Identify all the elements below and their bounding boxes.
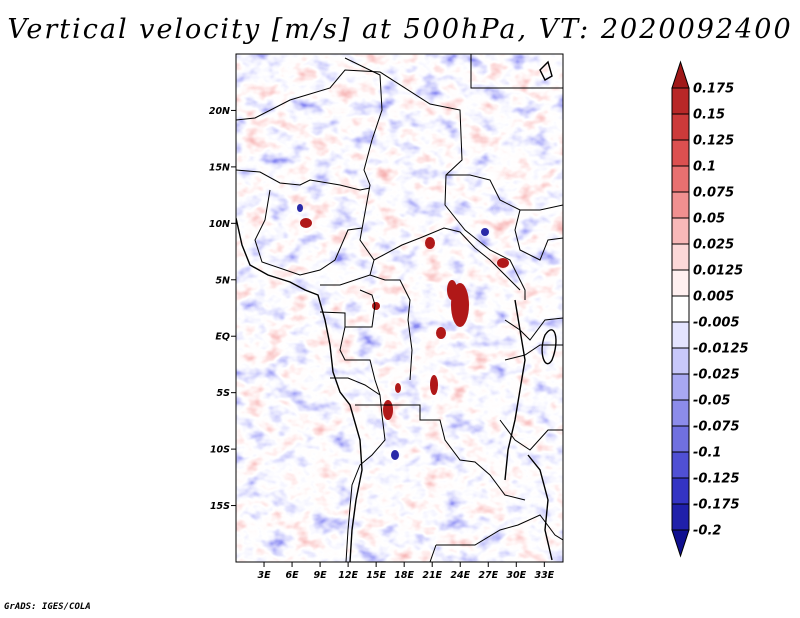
lon-tick-label: 24E <box>450 570 470 581</box>
colorbar-swatch <box>671 399 690 427</box>
colorbar-label: -0.05 <box>693 394 730 409</box>
lon-tick-label: 12E <box>338 570 358 581</box>
lat-tick-label: EQ <box>215 332 230 343</box>
colorbar-label: 0.125 <box>693 134 734 149</box>
lat-axis: 20N 15N 10N 5N EQ 5S 10S 15S <box>209 106 236 512</box>
colorbar-label: -0.005 <box>693 316 740 331</box>
lat-tick-label: 10N <box>209 219 230 230</box>
lon-axis: 3E 6E 9E 12E 15E 18E 21E 24E 27E 30E 33E <box>257 562 555 581</box>
lon-tick-label: 21E <box>422 570 442 581</box>
lon-tick-label: 18E <box>394 570 414 581</box>
colorbar-label: 0.1 <box>693 160 716 175</box>
colorbar-label: 0.005 <box>693 290 734 305</box>
lat-tick-label: 5N <box>215 275 230 286</box>
colorbar-swatch <box>671 477 690 505</box>
colorbar-swatch <box>671 60 690 89</box>
colorbar-swatch <box>671 217 690 245</box>
lat-tick-label: 15N <box>209 162 230 173</box>
grads-credit: GrADS: IGES/COLA <box>4 602 91 612</box>
lon-tick-label: 30E <box>506 570 526 581</box>
colorbar-label: 0.15 <box>693 108 725 123</box>
colorbar-swatch <box>671 269 690 297</box>
colorbar-swatch <box>671 191 690 219</box>
colorbar-label: -0.125 <box>693 472 740 487</box>
convective-cells <box>297 204 509 460</box>
lat-tick-label: 15S <box>210 501 230 512</box>
velocity-field <box>236 54 563 562</box>
colorbar-label: -0.175 <box>693 498 740 513</box>
colorbar-swatch <box>671 425 690 453</box>
colorbar-label: -0.025 <box>693 368 740 383</box>
lat-tick-label: 5S <box>217 388 231 399</box>
colorbar-swatch <box>671 295 690 323</box>
map-frame <box>235 53 564 563</box>
lon-tick-label: 6E <box>286 570 300 581</box>
colorbar-label: -0.075 <box>693 420 740 435</box>
lon-tick-label: 9E <box>314 570 328 581</box>
colorbar-swatch <box>671 87 690 115</box>
lat-tick-label: 20N <box>209 106 230 117</box>
colorbar-label: 0.175 <box>693 82 734 97</box>
map-title: Vertical velocity [m/s] at 500hPa, VT: 2… <box>7 14 793 45</box>
coastline <box>236 60 557 562</box>
colorbar-swatch <box>671 243 690 271</box>
colorbar-swatch <box>671 165 690 193</box>
colorbar-label: -0.2 <box>693 524 721 539</box>
colorbar-swatch <box>671 529 690 558</box>
lat-tick-label: 10S <box>210 445 230 456</box>
colorbar: 0.175 0.15 0.125 0.1 0.075 0.05 0.025 0.0125 0.0… <box>671 60 749 558</box>
lon-tick-label: 33E <box>534 570 554 581</box>
lon-tick-label: 15E <box>366 570 386 581</box>
colorbar-swatch <box>671 347 690 375</box>
colorbar-label: 0.05 <box>693 212 725 227</box>
colorbar-swatch <box>671 503 690 531</box>
colorbar-swatch <box>671 113 690 141</box>
colorbar-label: -0.1 <box>693 446 721 461</box>
colorbar-swatch <box>671 451 690 479</box>
lon-tick-label: 3E <box>257 570 271 581</box>
colorbar-label: 0.075 <box>693 186 734 201</box>
colorbar-label: 0.0125 <box>693 264 743 279</box>
colorbar-label: -0.0125 <box>693 342 749 357</box>
colorbar-swatch <box>671 139 690 167</box>
country-borders <box>236 54 563 562</box>
colorbar-label: 0.025 <box>693 238 734 253</box>
colorbar-swatch <box>671 373 690 401</box>
colorbar-swatch <box>671 321 690 349</box>
lon-tick-label: 27E <box>478 570 498 581</box>
